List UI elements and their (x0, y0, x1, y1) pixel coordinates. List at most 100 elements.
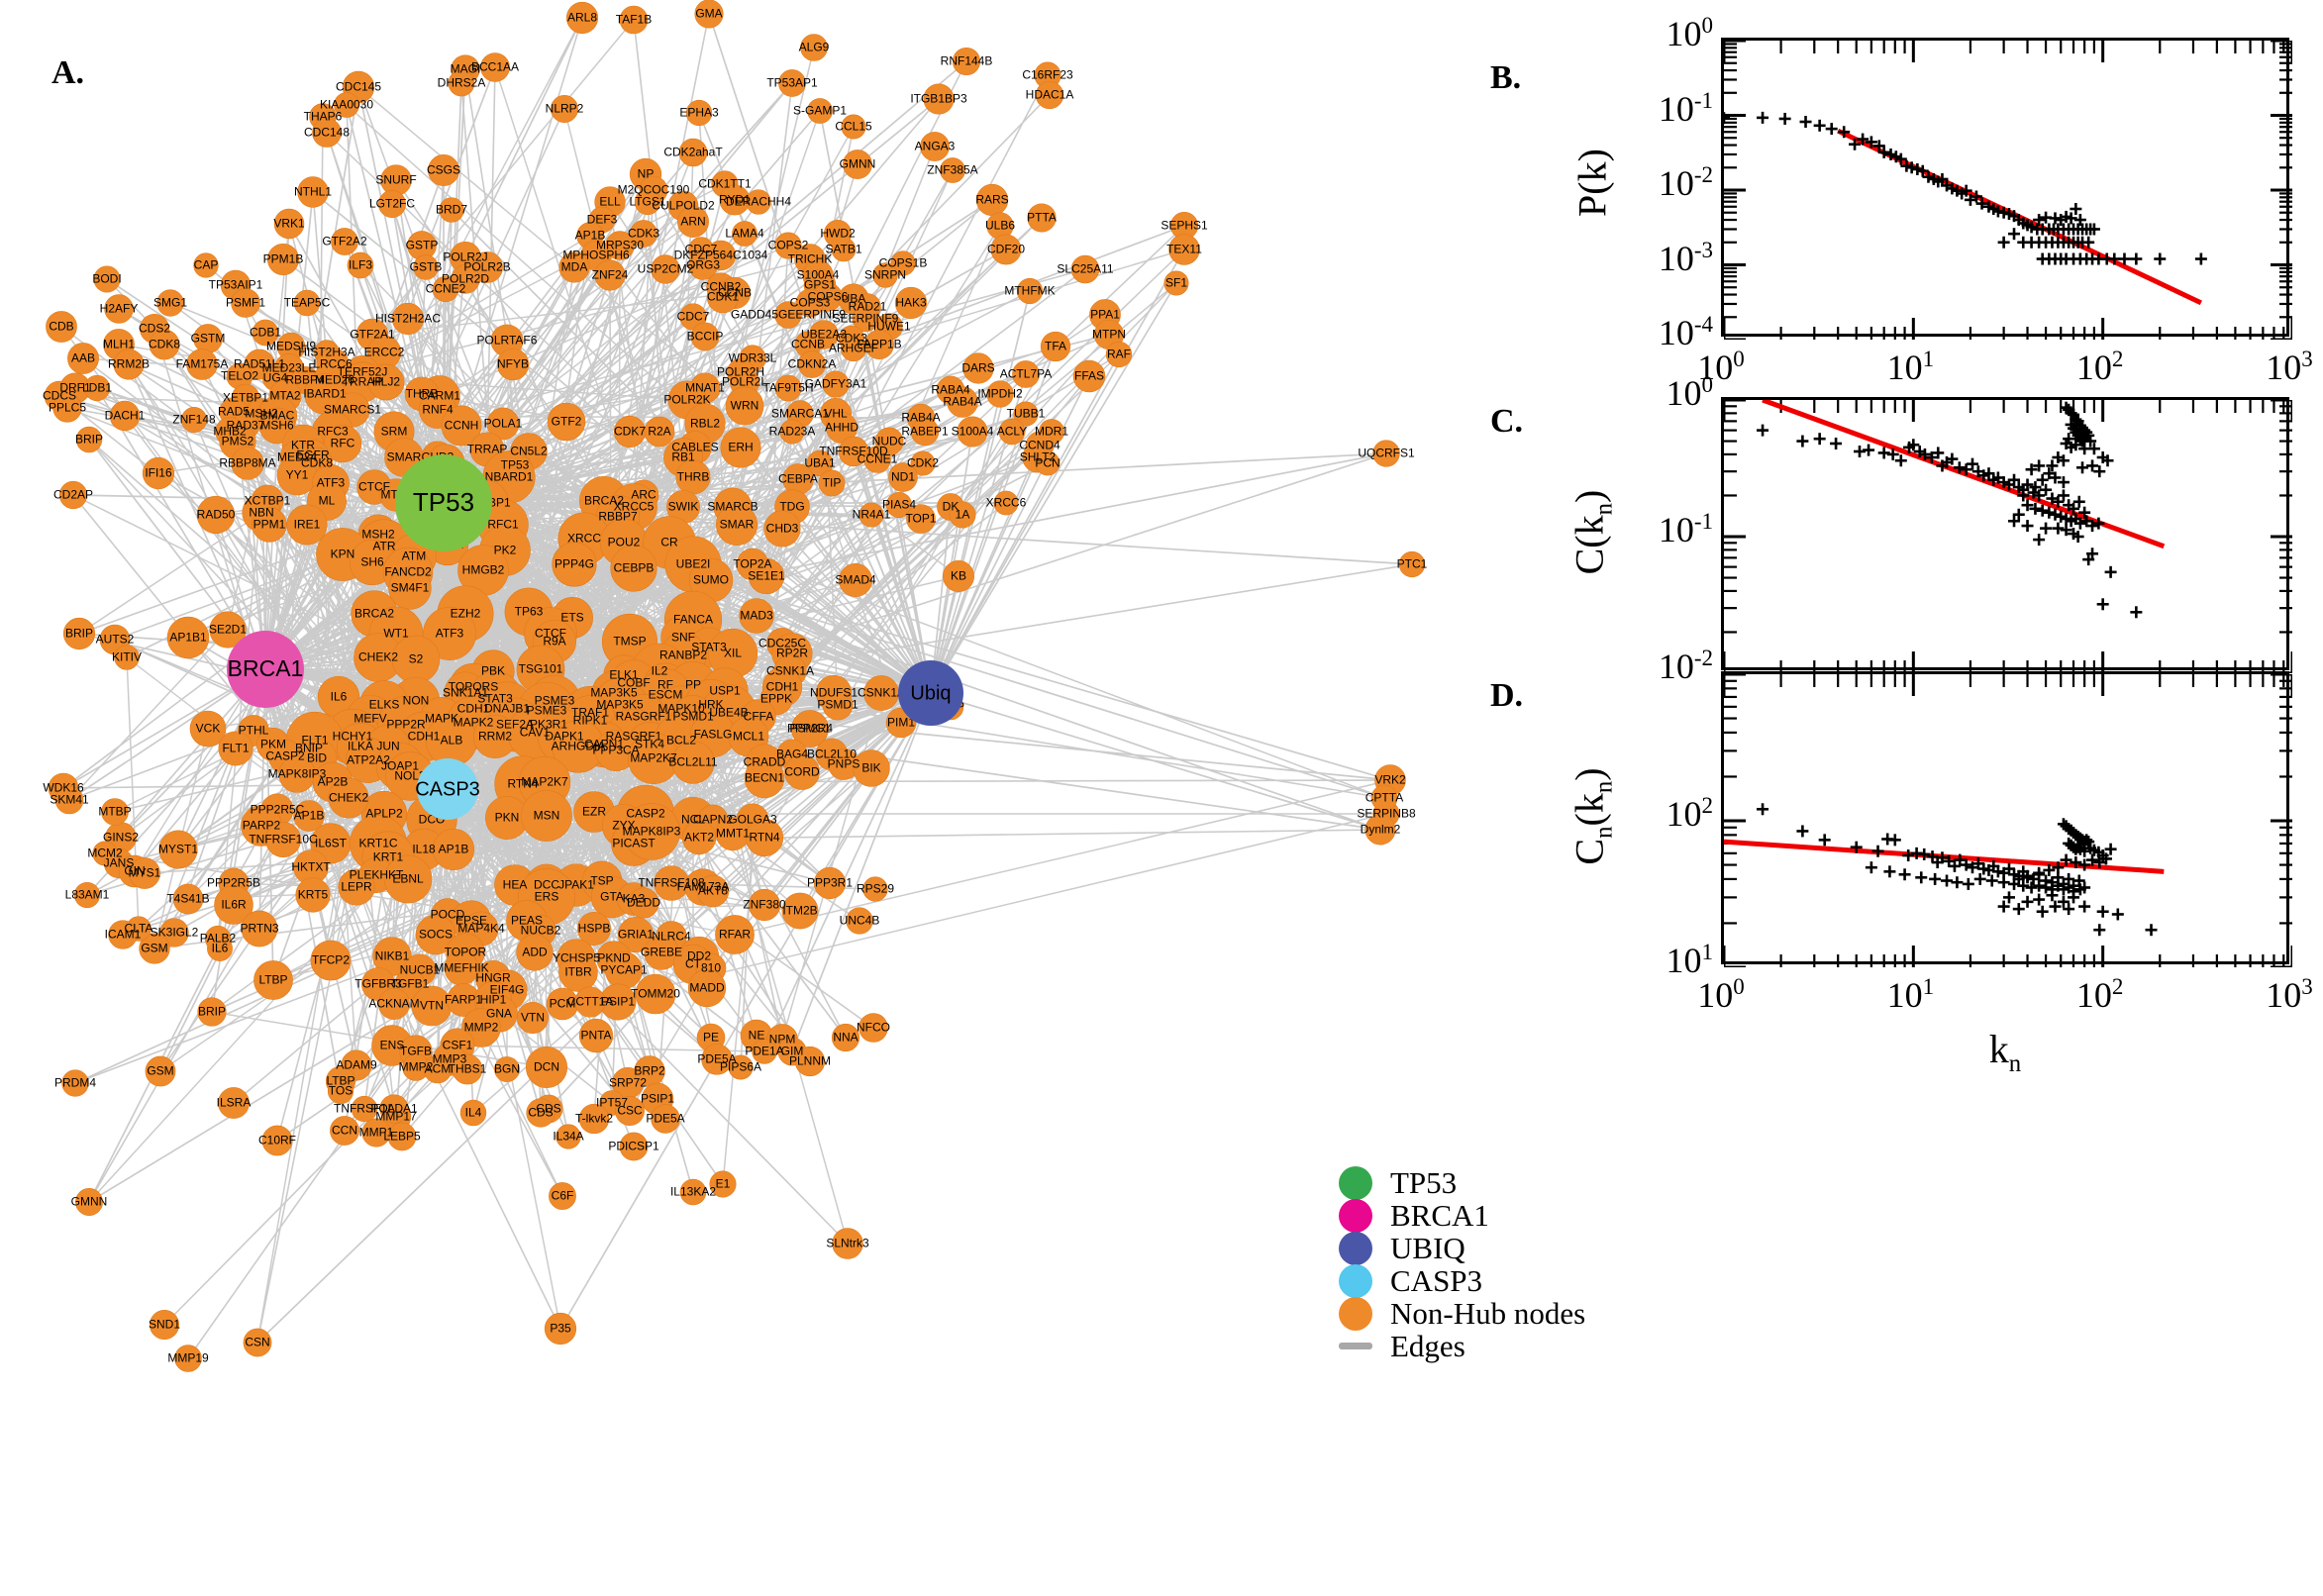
network-node[interactable] (739, 598, 774, 634)
network-node[interactable] (706, 280, 740, 314)
network-node[interactable] (266, 243, 300, 276)
hub-node-brca1[interactable] (227, 631, 304, 708)
network-node[interactable] (990, 234, 1022, 265)
network-node[interactable] (578, 1103, 610, 1135)
network-node[interactable] (798, 350, 826, 378)
network-node[interactable] (940, 157, 965, 183)
network-node[interactable] (142, 456, 175, 490)
network-node[interactable] (189, 710, 227, 748)
network-node[interactable] (432, 828, 475, 871)
network-node[interactable] (193, 252, 219, 278)
network-node[interactable] (378, 988, 410, 1020)
network-node[interactable] (327, 1077, 354, 1105)
network-node[interactable] (774, 232, 802, 259)
network-node[interactable] (807, 98, 833, 124)
network-node[interactable] (986, 380, 1014, 408)
network-node[interactable] (1035, 450, 1060, 476)
network-node[interactable] (635, 973, 676, 1015)
network-node[interactable] (690, 322, 720, 351)
network-node[interactable] (423, 607, 476, 660)
network-node[interactable] (1105, 341, 1133, 368)
network-node[interactable] (459, 1099, 487, 1127)
network-node[interactable] (231, 288, 260, 318)
network-node[interactable] (253, 960, 293, 1000)
network-node[interactable] (800, 34, 828, 61)
network-node[interactable] (58, 480, 88, 510)
network-node[interactable] (725, 386, 764, 426)
network-node[interactable] (644, 416, 675, 448)
network-node[interactable] (273, 208, 305, 240)
network-node[interactable] (577, 912, 611, 946)
network-node[interactable] (993, 490, 1019, 516)
network-node[interactable] (1012, 360, 1040, 388)
network-node[interactable] (496, 348, 530, 381)
network-node[interactable] (261, 1125, 293, 1156)
network-node[interactable] (174, 1345, 202, 1372)
network-node[interactable] (241, 910, 278, 948)
network-node[interactable] (166, 616, 210, 659)
network-node[interactable] (619, 1132, 649, 1161)
network-node[interactable] (619, 5, 649, 35)
network-node[interactable] (853, 749, 890, 787)
network-node[interactable] (1168, 234, 1200, 265)
network-node[interactable] (1072, 359, 1106, 393)
network-node[interactable] (858, 502, 884, 528)
network-node[interactable] (705, 240, 737, 271)
network-node[interactable] (46, 311, 77, 343)
network-node[interactable] (379, 1094, 409, 1124)
network-node[interactable] (439, 197, 464, 223)
network-node[interactable] (841, 114, 866, 140)
network-node[interactable] (486, 407, 520, 441)
hub-node-tp53[interactable] (395, 454, 492, 551)
network-node[interactable] (383, 854, 433, 904)
network-node[interactable] (61, 1069, 89, 1097)
network-node[interactable] (286, 504, 328, 546)
network-node[interactable] (813, 866, 847, 900)
network-node[interactable] (265, 822, 301, 857)
network-node[interactable] (679, 1178, 707, 1206)
network-node[interactable] (748, 557, 785, 595)
network-node[interactable] (93, 265, 121, 293)
network-node[interactable] (494, 1056, 520, 1082)
network-node[interactable] (104, 294, 134, 324)
network-node[interactable] (858, 1013, 888, 1043)
network-node[interactable] (952, 47, 981, 76)
network-node[interactable] (623, 803, 680, 860)
network-node[interactable] (943, 560, 974, 592)
network-node[interactable] (172, 883, 204, 915)
network-node[interactable] (558, 251, 590, 283)
network-node[interactable] (846, 907, 873, 935)
network-node[interactable] (615, 1096, 645, 1126)
network-node[interactable] (843, 150, 872, 179)
hub-node-ubiq[interactable] (898, 660, 963, 726)
network-node[interactable] (114, 645, 140, 670)
network-node[interactable] (67, 343, 99, 374)
network-node[interactable] (367, 363, 405, 401)
network-node[interactable] (109, 400, 141, 432)
network-node[interactable] (347, 251, 374, 279)
network-node[interactable] (696, 874, 730, 908)
network-node[interactable] (186, 349, 218, 380)
network-node[interactable] (452, 1053, 483, 1085)
network-node[interactable] (252, 319, 279, 347)
network-node[interactable] (1398, 550, 1426, 578)
network-node[interactable] (628, 887, 659, 919)
network-node[interactable] (906, 504, 936, 534)
network-node[interactable] (423, 1054, 453, 1084)
network-node[interactable] (822, 370, 850, 398)
network-node[interactable] (872, 262, 898, 288)
network-node[interactable] (910, 417, 940, 447)
network-node[interactable] (778, 69, 806, 97)
network-node[interactable] (252, 507, 287, 543)
network-node[interactable] (651, 254, 680, 284)
network-node[interactable] (732, 221, 758, 247)
network-node[interactable] (651, 1104, 680, 1134)
network-node[interactable] (746, 189, 771, 215)
network-node[interactable] (1035, 80, 1064, 110)
network-node[interactable] (888, 462, 918, 492)
network-node[interactable] (565, 1, 599, 35)
network-node[interactable] (196, 495, 236, 535)
network-node[interactable] (781, 892, 819, 930)
network-node[interactable] (209, 611, 247, 648)
network-node[interactable] (139, 933, 170, 964)
